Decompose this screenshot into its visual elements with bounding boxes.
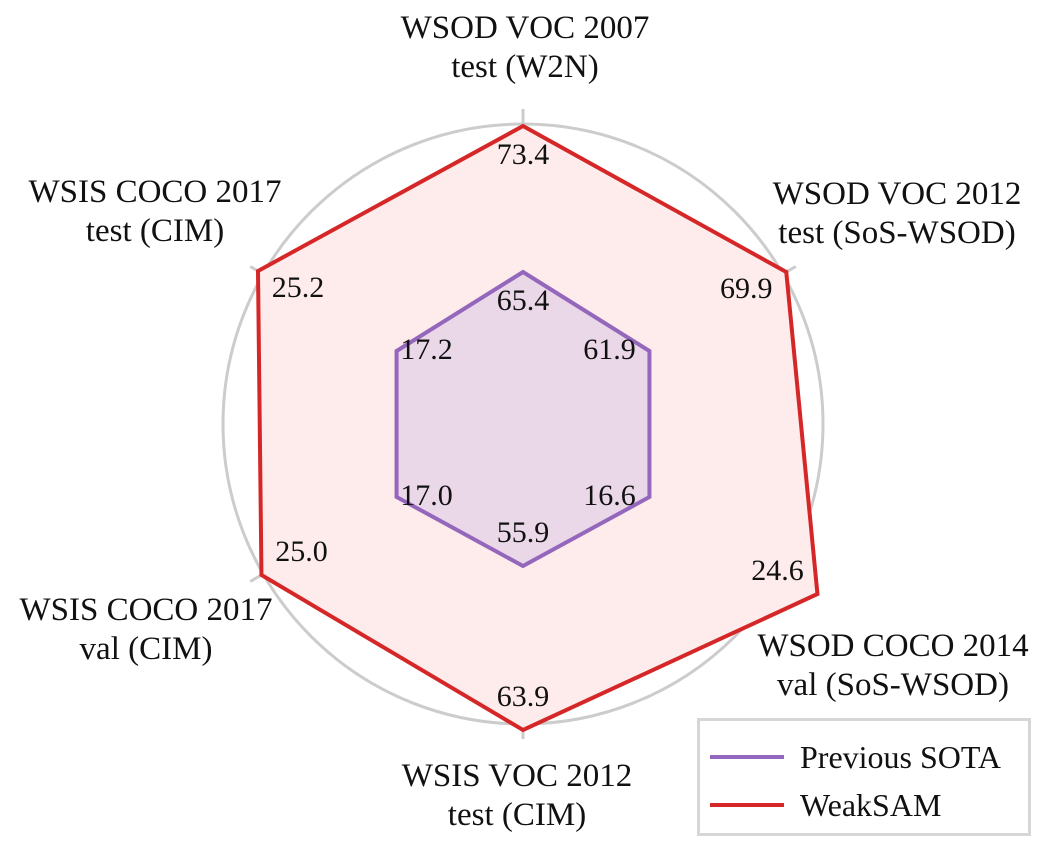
series-layer [255,123,820,733]
legend-item-previous-sota: Previous SOTA [700,737,1001,777]
value-label-previous-sota-6: 17.2 [400,333,453,366]
legend-swatch-weaksam [710,803,784,807]
value-label-weaksam-4: 63.9 [497,680,550,713]
value-label-previous-sota-3: 16.6 [583,479,636,512]
value-label-previous-sota-1: 65.4 [497,284,550,317]
axis-label-1: WSOD VOC 2007 test (W2N) [401,10,650,85]
series-line-weaksam [255,123,820,733]
value-label-previous-sota-2: 61.9 [583,333,636,366]
value-labels: 65.4 61.9 16.6 55.9 17.0 17.2 73.4 69.9 24.6 63.9… [272,138,804,713]
series-line-previous-sota [394,269,652,569]
legend-item-weaksam: WeakSAM [700,785,941,825]
legend-label-weaksam: WeakSAM [800,786,942,823]
value-label-weaksam-5: 25.0 [275,535,328,568]
axis-labels: WSOD VOC 2007 test (W2N) WSOD VOC 2012 test… [19,10,1028,833]
axis-label-4: WSIS VOC 2012 test (CIM) [402,758,632,833]
series-area-previous-sota [396,272,650,566]
value-label-previous-sota-4: 55.9 [497,516,550,549]
value-label-weaksam-1: 73.4 [497,138,550,171]
axis-label-6: WSIS COCO 2017 test (CIM) [28,174,281,249]
legend-label-previous-sota: Previous SOTA [800,738,1001,775]
axis-label-3: WSOD COCO 2014 val (SoS-WSOD) [757,628,1028,703]
value-label-weaksam-3: 24.6 [751,554,804,587]
value-label-weaksam-2: 69.9 [720,272,773,305]
axis-label-2: WSOD VOC 2012 test (SoS-WSOD) [773,176,1022,251]
value-label-weaksam-6: 25.2 [272,271,325,304]
axis-label-5: WSIS COCO 2017 val (CIM) [19,592,272,667]
legend-swatch-previous-sota [710,755,784,759]
legend: Previous SOTA WeakSAM [697,718,1031,836]
value-label-previous-sota-5: 17.0 [400,479,453,512]
